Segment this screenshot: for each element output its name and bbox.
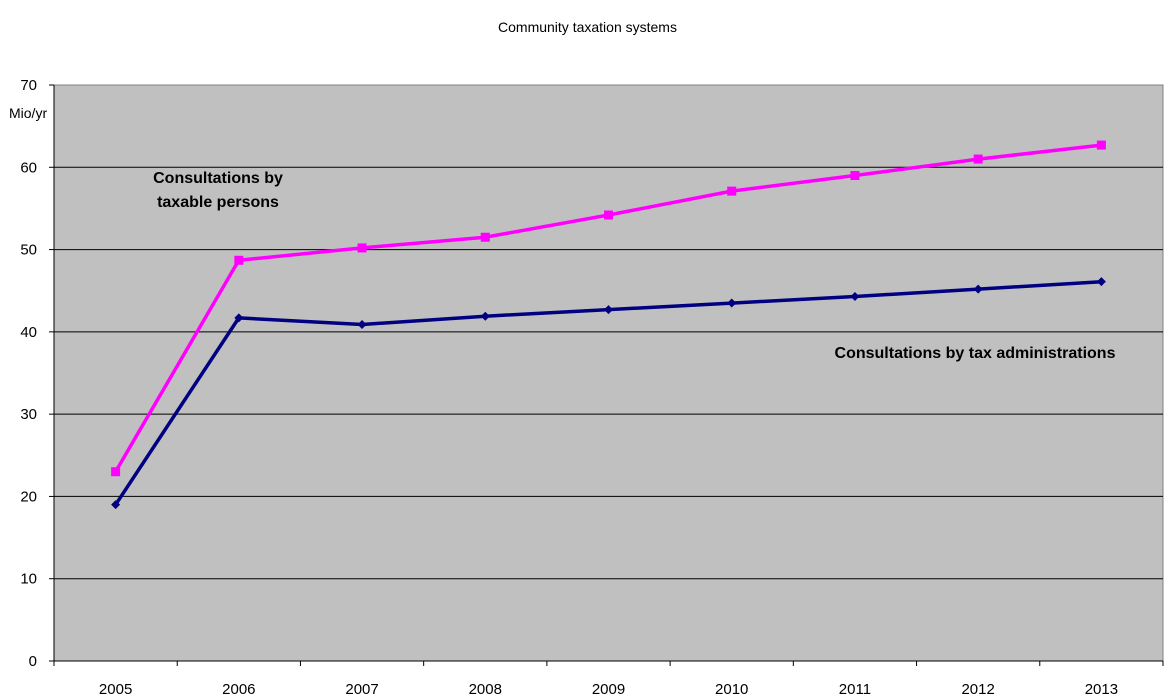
series-0-point-2012 (973, 154, 983, 164)
series-0-point-2010 (727, 186, 737, 196)
series-1-point-2012 (973, 284, 983, 294)
series-0-point-2009 (604, 210, 613, 220)
y-tick-label-0: 0 (29, 653, 37, 670)
series-1-annotation: Consultations by tax administrations (835, 345, 1116, 362)
series-0-point-2006 (234, 255, 244, 265)
axes (53, 85, 1163, 662)
y-tick-label-40: 40 (20, 324, 37, 341)
series-1-point-2011 (850, 291, 860, 301)
series-0-point-2008 (480, 232, 490, 242)
gridlines (54, 166, 1163, 580)
x-tick-label-2012: 2012 (961, 681, 994, 698)
series-1-point-2005 (111, 500, 121, 510)
y-tick-label-30: 30 (20, 406, 37, 423)
x-tick-label-2006: 2006 (222, 681, 255, 698)
series-0-point-2007 (357, 243, 367, 253)
y-tick-label-70: 70 (20, 77, 37, 94)
series-group (111, 140, 1106, 510)
series-0-point-2013 (1096, 140, 1106, 150)
series-0-annotation-line-1: taxable persons (157, 194, 279, 211)
series-1-point-2010 (727, 298, 737, 308)
y-tick-label-20: 20 (20, 488, 37, 505)
series-0-annotation-line-0: Consultations by (153, 170, 283, 187)
series-1-point-2006 (234, 313, 244, 323)
series-1-point-2008 (480, 311, 490, 321)
plot-area (53, 84, 1164, 662)
series-1-point-2013 (1096, 277, 1106, 287)
y-unit-label: Mio/yr (9, 105, 47, 121)
y-tick-label-50: 50 (20, 242, 37, 259)
series-0-point-2011 (850, 171, 860, 181)
x-tick-label-2010: 2010 (715, 681, 748, 698)
y-tick-label-10: 10 (20, 571, 37, 588)
x-tick-label-2009: 2009 (592, 681, 625, 698)
x-tick-label-2007: 2007 (345, 681, 378, 698)
series-annotations: Consultations by taxable persons Consultat… (153, 170, 1115, 362)
x-tick-label-2005: 2005 (99, 681, 132, 698)
x-tick-label-2008: 2008 (469, 681, 502, 698)
x-tick-label-2013: 2013 (1085, 681, 1118, 698)
series-0-point-2005 (111, 467, 121, 477)
y-tick-label-60: 60 (20, 159, 37, 176)
y-axis-ticks: 0 10 20 30 40 50 60 70 (20, 77, 54, 670)
x-axis-ticks: 2005 2006 2007 2008 2009 2010 2011 2012 2013 (53, 661, 1164, 698)
chart-title: Community taxation systems (498, 19, 677, 35)
series-1-point-2007 (357, 319, 367, 329)
x-tick-label-2011: 2011 (839, 681, 871, 698)
series-1-point-2009 (604, 305, 613, 315)
